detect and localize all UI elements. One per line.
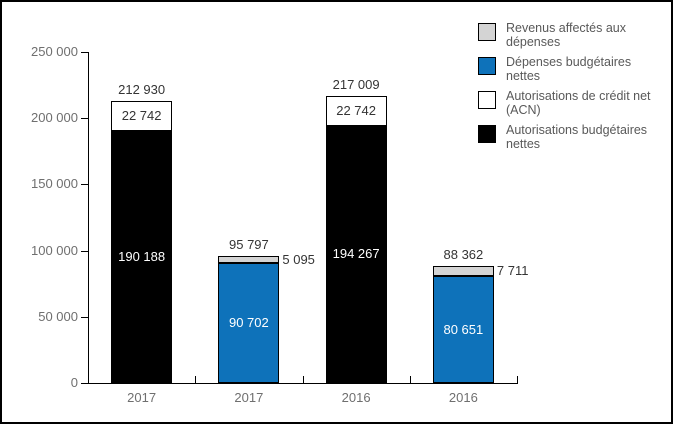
y-axis-tick-label: 0	[70, 375, 78, 390]
segment-value-label: 80 651	[443, 321, 484, 337]
segment-value-label: 190 188	[118, 249, 166, 265]
bar-segment	[218, 256, 280, 263]
x-axis-tick	[517, 376, 518, 383]
y-axis-tick-label: 250 000	[31, 44, 78, 59]
bar-total-label: 217 009	[332, 76, 380, 92]
y-axis-tick	[81, 118, 88, 120]
x-category-label: 2016	[448, 390, 478, 405]
segment-value-label: 22 742	[336, 102, 376, 118]
segment-value-label: 5 095	[282, 251, 315, 267]
legend-item-label: Autorisations de crédit net (ACN)	[506, 89, 651, 117]
y-axis-tick-label: 100 000	[31, 242, 78, 258]
x-category-label: 2016	[341, 390, 371, 405]
bar-total-label: 88 362	[443, 247, 484, 262]
bar-segment: 80 651	[432, 276, 494, 383]
legend-item-label: Revenus affectés aux dépenses	[506, 21, 626, 49]
bar-total-label: 212 930	[118, 82, 166, 98]
legend-item-label: Dépenses budgétaires nettes	[506, 55, 632, 83]
bar-segment	[432, 266, 494, 277]
legend-swatch	[478, 91, 496, 109]
legend-swatch	[478, 23, 496, 41]
bar-segment: 22 742	[325, 95, 387, 126]
y-axis-tick	[81, 250, 88, 252]
legend-swatch	[478, 125, 496, 143]
x-axis-tick	[302, 376, 304, 383]
y-axis-tick-label: 50 000	[38, 308, 78, 324]
legend-item: Revenus affectés aux dépenses	[478, 21, 656, 49]
y-axis-tick	[81, 52, 88, 53]
legend-item-label: Autorisations budgétaires nettes	[506, 123, 648, 151]
bar-segment: 194 267	[325, 125, 387, 383]
x-axis-tick	[195, 376, 197, 383]
y-axis-tick	[81, 316, 88, 318]
legend-swatch	[478, 57, 496, 75]
y-axis-tick	[81, 184, 88, 186]
x-axis-line	[88, 383, 518, 384]
x-category-label: 2017	[234, 390, 264, 405]
bar-segment: 190 188	[111, 131, 173, 383]
chart-legend: Revenus affectés aux dépenses Dépenses bu…	[478, 21, 656, 151]
x-category-label: 2017	[127, 390, 157, 405]
bar-total-label: 95 797	[228, 237, 269, 253]
segment-value-label: 90 702	[228, 314, 269, 330]
bar-segment: 90 702	[218, 262, 280, 383]
legend-item: Autorisations budgétaires nettes	[478, 123, 656, 151]
segment-value-label: 22 742	[121, 108, 162, 124]
y-axis-tick	[81, 383, 88, 384]
legend-item: Dépenses budgétaires nettes	[478, 55, 656, 83]
x-axis-tick	[409, 376, 411, 383]
segment-value-label: 7 711	[496, 263, 529, 279]
segment-value-label: 194 267	[332, 246, 380, 262]
y-axis-tick-label: 150 000	[31, 176, 78, 192]
bar-segment: 22 742	[111, 101, 173, 132]
y-axis-tick-label: 200 000	[31, 110, 78, 126]
y-axis-line	[88, 52, 89, 384]
legend-item: Autorisations de crédit net (ACN)	[478, 89, 656, 117]
